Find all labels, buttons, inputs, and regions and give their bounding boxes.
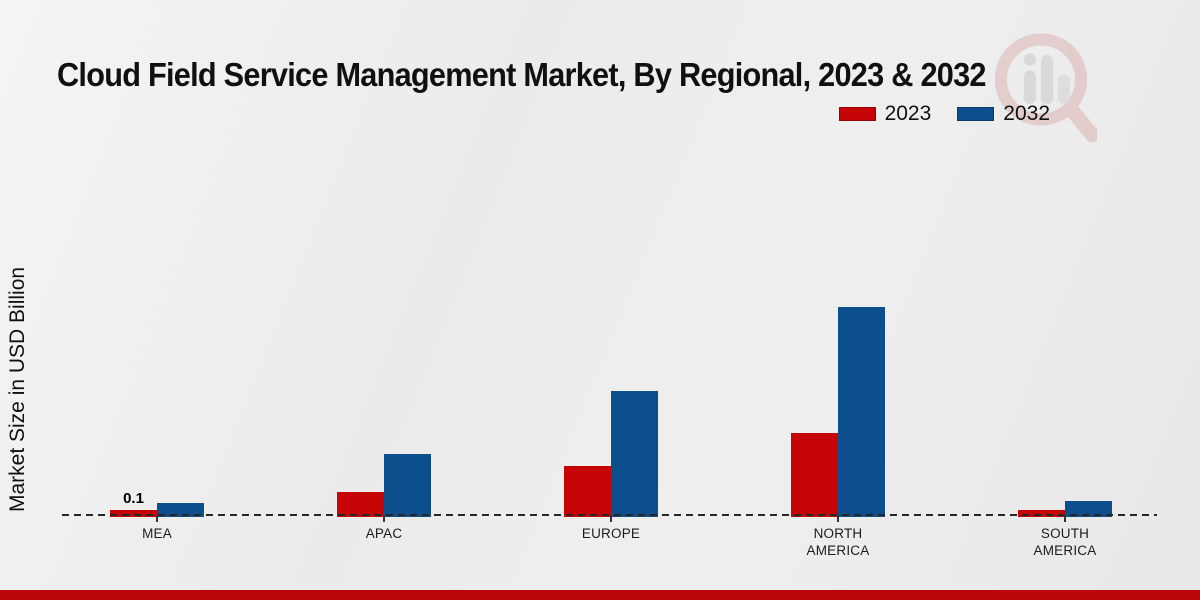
bar-2032-apac bbox=[384, 454, 431, 517]
bar-2032-south-america bbox=[1065, 501, 1112, 517]
x-axis-category-label: MEA bbox=[142, 526, 172, 541]
footer-accent-bar bbox=[0, 590, 1200, 600]
legend: 2023 2032 bbox=[838, 102, 1050, 126]
bar-2032-europe bbox=[611, 391, 658, 517]
bar-2023-mea bbox=[110, 510, 157, 517]
y-axis-label: Market Size in USD Billion bbox=[6, 266, 29, 512]
x-axis-category-label: APAC bbox=[365, 526, 403, 541]
bar-2032-north-america bbox=[838, 307, 885, 517]
legend-label-2032: 2032 bbox=[1003, 102, 1050, 125]
x-axis-tick bbox=[837, 516, 839, 522]
x-axis-tick bbox=[156, 516, 158, 522]
watermark-magnifier-chart-icon bbox=[994, 33, 1097, 143]
bar-2023-europe bbox=[564, 466, 611, 517]
x-axis-category-label: EUROPE bbox=[581, 526, 641, 541]
bar-2023-north-america bbox=[791, 433, 838, 517]
bar-value-label: 0.1 bbox=[123, 490, 144, 507]
legend-label-2023: 2023 bbox=[884, 102, 932, 125]
bar-2032-mea bbox=[157, 503, 204, 517]
bar-2023-apac bbox=[337, 492, 384, 517]
x-axis-baseline bbox=[62, 514, 1157, 516]
legend-item-2023: 2023 bbox=[838, 102, 932, 126]
chart-title: Cloud Field Service Management Market, B… bbox=[57, 56, 986, 94]
x-axis-tick bbox=[610, 516, 612, 522]
x-axis-tick bbox=[383, 516, 385, 522]
x-axis-category-label: SOUTH AMERICA bbox=[1033, 526, 1097, 558]
x-axis-category-label: NORTH AMERICA bbox=[806, 526, 870, 558]
x-axis-tick bbox=[1064, 516, 1066, 522]
legend-swatch-2023 bbox=[838, 107, 876, 121]
legend-item-2032: 2032 bbox=[957, 102, 1050, 126]
bar-2023-south-america bbox=[1018, 510, 1065, 517]
legend-swatch-2032 bbox=[957, 107, 995, 121]
